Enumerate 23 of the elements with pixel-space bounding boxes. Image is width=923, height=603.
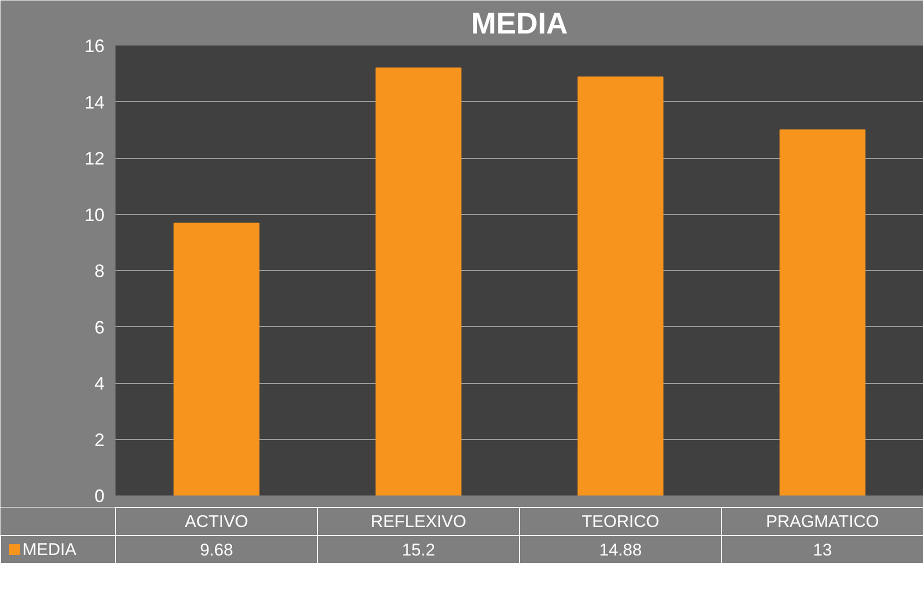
bar bbox=[780, 129, 866, 496]
bar bbox=[578, 76, 664, 496]
y-tick-label: 14 bbox=[84, 92, 105, 112]
y-tick-label: 0 bbox=[94, 486, 105, 506]
y-tick-label: 12 bbox=[84, 148, 105, 168]
y-tick-label: 2 bbox=[94, 430, 105, 450]
legend-label: MEDIA bbox=[22, 540, 77, 559]
x-tick-label: TEORICO bbox=[582, 512, 660, 531]
y-tick-label: 10 bbox=[84, 204, 105, 225]
y-tick-label: 6 bbox=[94, 317, 105, 338]
x-tick-label: REFLEXIVO bbox=[370, 512, 466, 531]
data-label: 9.68 bbox=[200, 540, 234, 560]
x-tick-label: PRAGMATICO bbox=[766, 512, 880, 531]
bar bbox=[174, 222, 260, 496]
y-tick-label: 16 bbox=[84, 36, 105, 56]
data-label: 15.2 bbox=[402, 540, 436, 560]
data-label: 14.88 bbox=[599, 540, 642, 560]
chart-title: MEDIA bbox=[471, 8, 568, 40]
y-tick-label: 8 bbox=[94, 261, 105, 281]
x-tick-label: ACTIVO bbox=[184, 512, 248, 531]
bar bbox=[376, 68, 462, 496]
y-tick-label: 4 bbox=[94, 374, 105, 394]
data-label: 13 bbox=[813, 540, 832, 560]
